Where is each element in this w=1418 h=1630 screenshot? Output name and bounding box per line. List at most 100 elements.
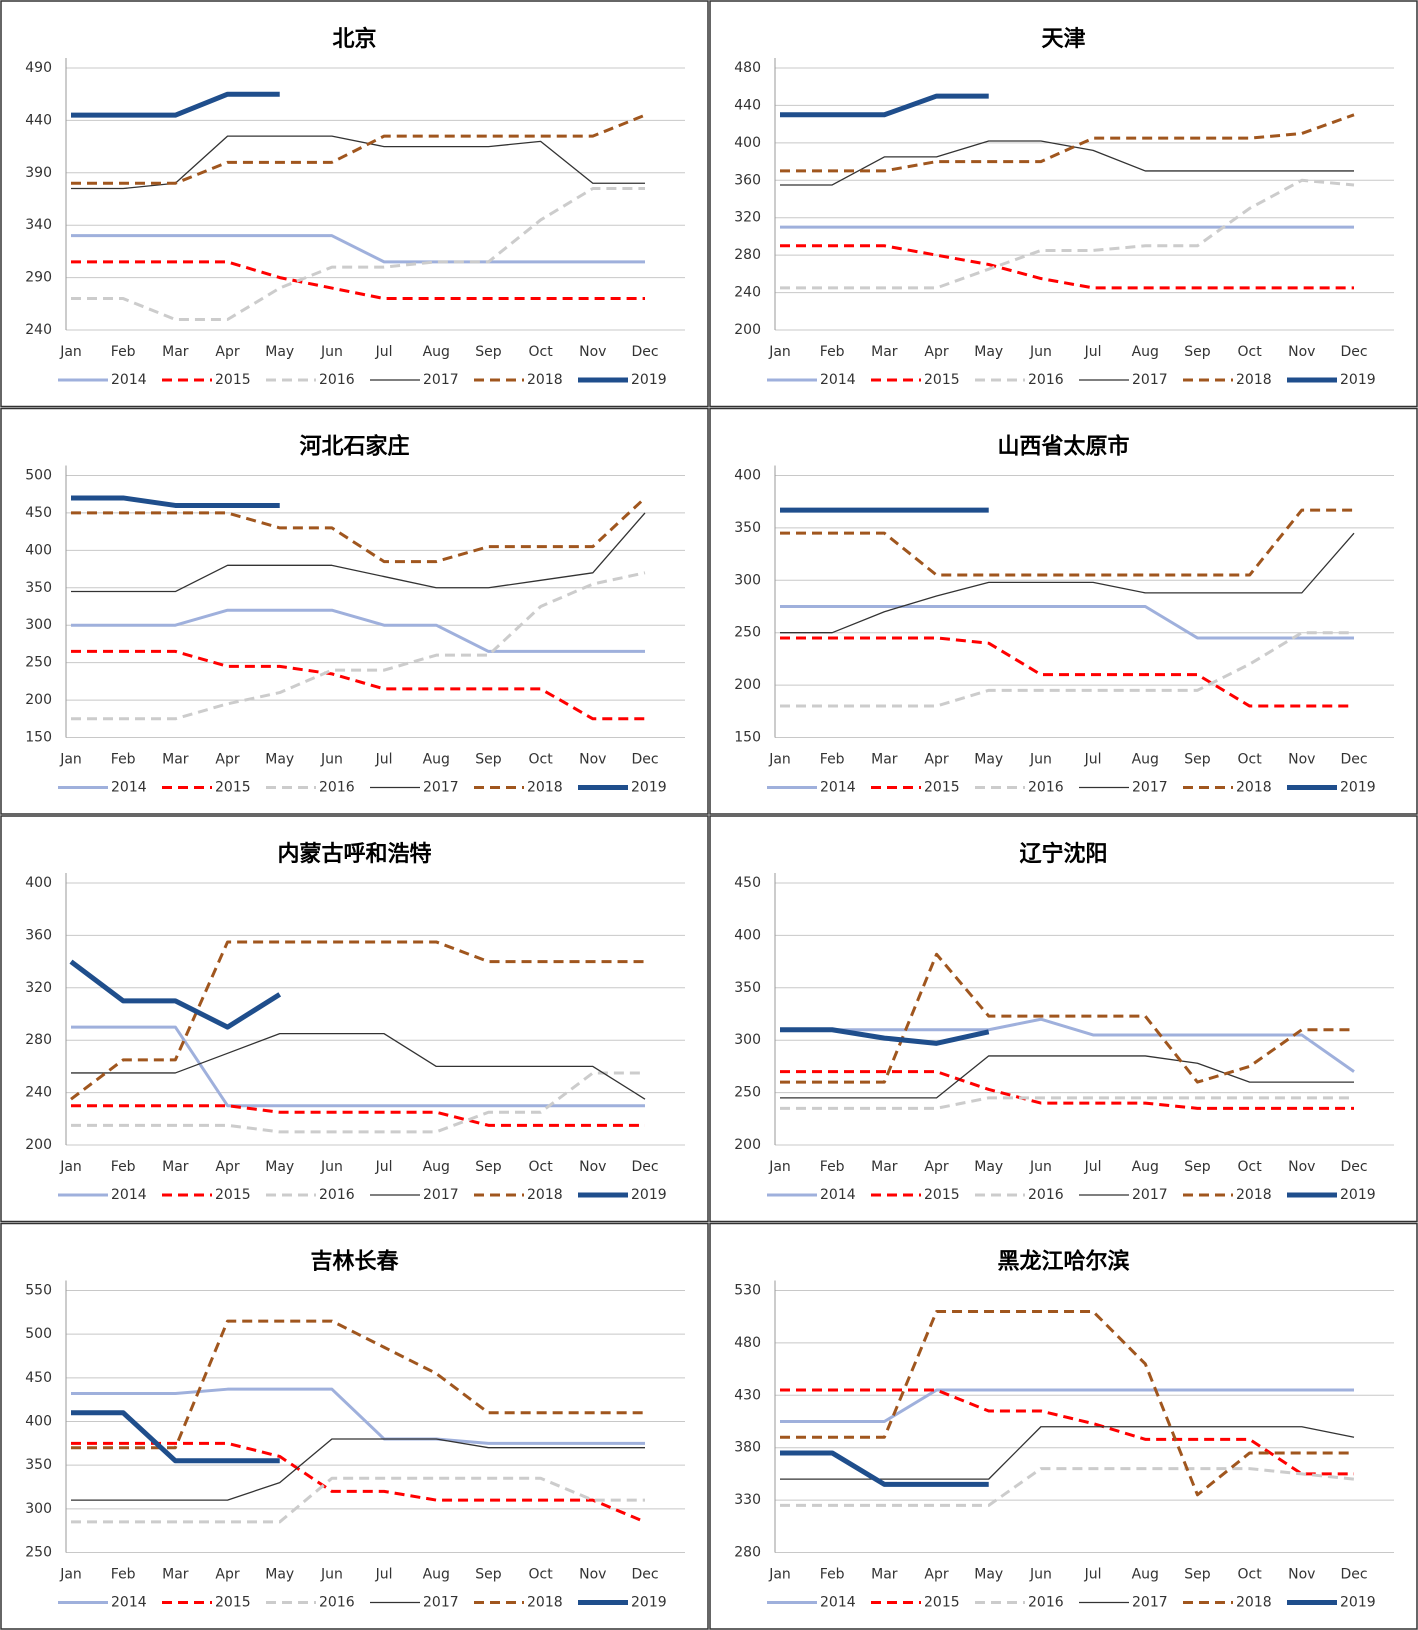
x-tick-label: Feb bbox=[820, 344, 845, 360]
x-tick-label: Jun bbox=[1029, 1567, 1052, 1583]
x-tick-label: May bbox=[265, 752, 294, 768]
legend-label: 2018 bbox=[1236, 1595, 1272, 1611]
legend-label: 2018 bbox=[527, 1187, 563, 1203]
y-tick-label: 400 bbox=[25, 542, 52, 558]
x-tick-label: Apr bbox=[215, 1159, 239, 1175]
y-tick-label: 340 bbox=[25, 217, 52, 233]
chart-panel: 吉林长春 250 300 350 400 450 500 550 Jan Feb Mar Apr May… bbox=[0, 1222, 709, 1630]
x-tick-label: Nov bbox=[579, 1567, 606, 1583]
y-tick-label: 400 bbox=[734, 468, 761, 484]
x-tick-label: Dec bbox=[1340, 1567, 1367, 1583]
panel-border bbox=[0, 1222, 709, 1630]
legend-label: 2014 bbox=[820, 780, 856, 796]
legend-label: 2019 bbox=[631, 372, 667, 388]
y-tick-label: 300 bbox=[25, 617, 52, 633]
series-line bbox=[780, 140, 1354, 186]
x-tick-label: May bbox=[974, 1567, 1003, 1583]
chart-title: 吉林长春 bbox=[310, 1249, 398, 1275]
legend-label: 2015 bbox=[924, 1187, 960, 1203]
legend-label: 2018 bbox=[527, 780, 563, 796]
series-line bbox=[780, 631, 1354, 708]
y-tick-label: 290 bbox=[25, 270, 52, 286]
legend-label: 2018 bbox=[527, 1595, 563, 1611]
x-tick-label: Jun bbox=[320, 1567, 343, 1583]
legend-label: 2014 bbox=[820, 1595, 856, 1611]
x-tick-label: Jul bbox=[1084, 1159, 1102, 1175]
series-line bbox=[71, 495, 280, 508]
legend-label: 2017 bbox=[1132, 1187, 1168, 1203]
x-tick-label: Jan bbox=[59, 752, 82, 768]
series-line bbox=[780, 1096, 1354, 1110]
x-tick-label: Aug bbox=[423, 1159, 450, 1175]
y-tick-label: 400 bbox=[25, 1414, 52, 1430]
panel-border bbox=[709, 815, 1418, 1223]
y-tick-label: 250 bbox=[25, 1545, 52, 1561]
y-tick-label: 550 bbox=[25, 1283, 52, 1299]
y-tick-label: 530 bbox=[734, 1283, 761, 1299]
series-line bbox=[780, 1388, 1354, 1423]
series-line bbox=[71, 1441, 646, 1524]
x-tick-label: May bbox=[974, 344, 1003, 360]
chart-title: 黑龙江哈尔滨 bbox=[997, 1249, 1129, 1275]
legend-label: 2014 bbox=[820, 1187, 856, 1203]
series-line bbox=[780, 952, 1354, 1084]
x-tick-label: Feb bbox=[820, 1159, 845, 1175]
panel-border bbox=[709, 407, 1418, 815]
y-tick-label: 350 bbox=[734, 980, 761, 996]
y-tick-label: 450 bbox=[25, 505, 52, 521]
x-tick-label: Apr bbox=[924, 1567, 948, 1583]
legend-label: 2015 bbox=[924, 1595, 960, 1611]
x-tick-label: Nov bbox=[1288, 1567, 1315, 1583]
x-tick-label: Mar bbox=[871, 344, 898, 360]
legend-label: 2016 bbox=[319, 780, 355, 796]
series-line bbox=[71, 1438, 645, 1501]
x-tick-label: Apr bbox=[215, 752, 239, 768]
y-tick-label: 240 bbox=[25, 1085, 52, 1101]
y-tick-label: 280 bbox=[734, 1545, 761, 1561]
y-tick-label: 350 bbox=[734, 520, 761, 536]
x-tick-label: Aug bbox=[1132, 1159, 1159, 1175]
y-tick-label: 490 bbox=[25, 60, 52, 76]
x-tick-label: Oct bbox=[529, 1567, 554, 1583]
series-line bbox=[71, 260, 645, 301]
x-tick-label: Jan bbox=[768, 1159, 791, 1175]
series-line bbox=[71, 608, 645, 653]
x-tick-label: May bbox=[265, 1567, 294, 1583]
x-tick-label: Jun bbox=[1029, 344, 1052, 360]
series-line bbox=[780, 1017, 1355, 1073]
x-tick-label: Oct bbox=[529, 1159, 554, 1175]
x-tick-label: Apr bbox=[215, 1567, 239, 1583]
x-tick-label: Feb bbox=[111, 344, 136, 360]
series-line bbox=[71, 512, 646, 593]
series-line bbox=[780, 178, 1355, 290]
x-tick-label: Jan bbox=[59, 344, 82, 360]
panel-border bbox=[0, 0, 709, 408]
series-line bbox=[780, 93, 989, 118]
y-tick-label: 200 bbox=[734, 322, 761, 338]
legend-label: 2015 bbox=[215, 780, 251, 796]
y-tick-label: 450 bbox=[734, 875, 761, 891]
legend-label: 2017 bbox=[1132, 780, 1168, 796]
chart-title: 北京 bbox=[332, 26, 376, 52]
x-tick-label: Mar bbox=[871, 1159, 898, 1175]
x-tick-label: Oct bbox=[1238, 344, 1263, 360]
x-tick-label: Sep bbox=[1184, 1567, 1211, 1583]
x-tick-label: Feb bbox=[111, 1159, 136, 1175]
x-tick-label: Mar bbox=[162, 752, 189, 768]
x-tick-label: Sep bbox=[475, 344, 502, 360]
x-tick-label: Dec bbox=[631, 752, 658, 768]
x-tick-label: May bbox=[265, 1159, 294, 1175]
series-line bbox=[71, 496, 647, 564]
x-tick-label: Aug bbox=[423, 1567, 450, 1583]
x-tick-label: Jul bbox=[1084, 344, 1102, 360]
series-line bbox=[780, 532, 1355, 634]
legend-label: 2016 bbox=[1028, 372, 1064, 388]
y-tick-label: 320 bbox=[734, 210, 761, 226]
y-tick-label: 440 bbox=[25, 112, 52, 128]
x-tick-label: Jun bbox=[320, 752, 343, 768]
y-tick-label: 150 bbox=[25, 730, 52, 746]
series-line bbox=[69, 959, 282, 1030]
x-tick-label: Jan bbox=[59, 1567, 82, 1583]
y-tick-label: 200 bbox=[734, 1137, 761, 1153]
y-tick-label: 380 bbox=[734, 1440, 761, 1456]
